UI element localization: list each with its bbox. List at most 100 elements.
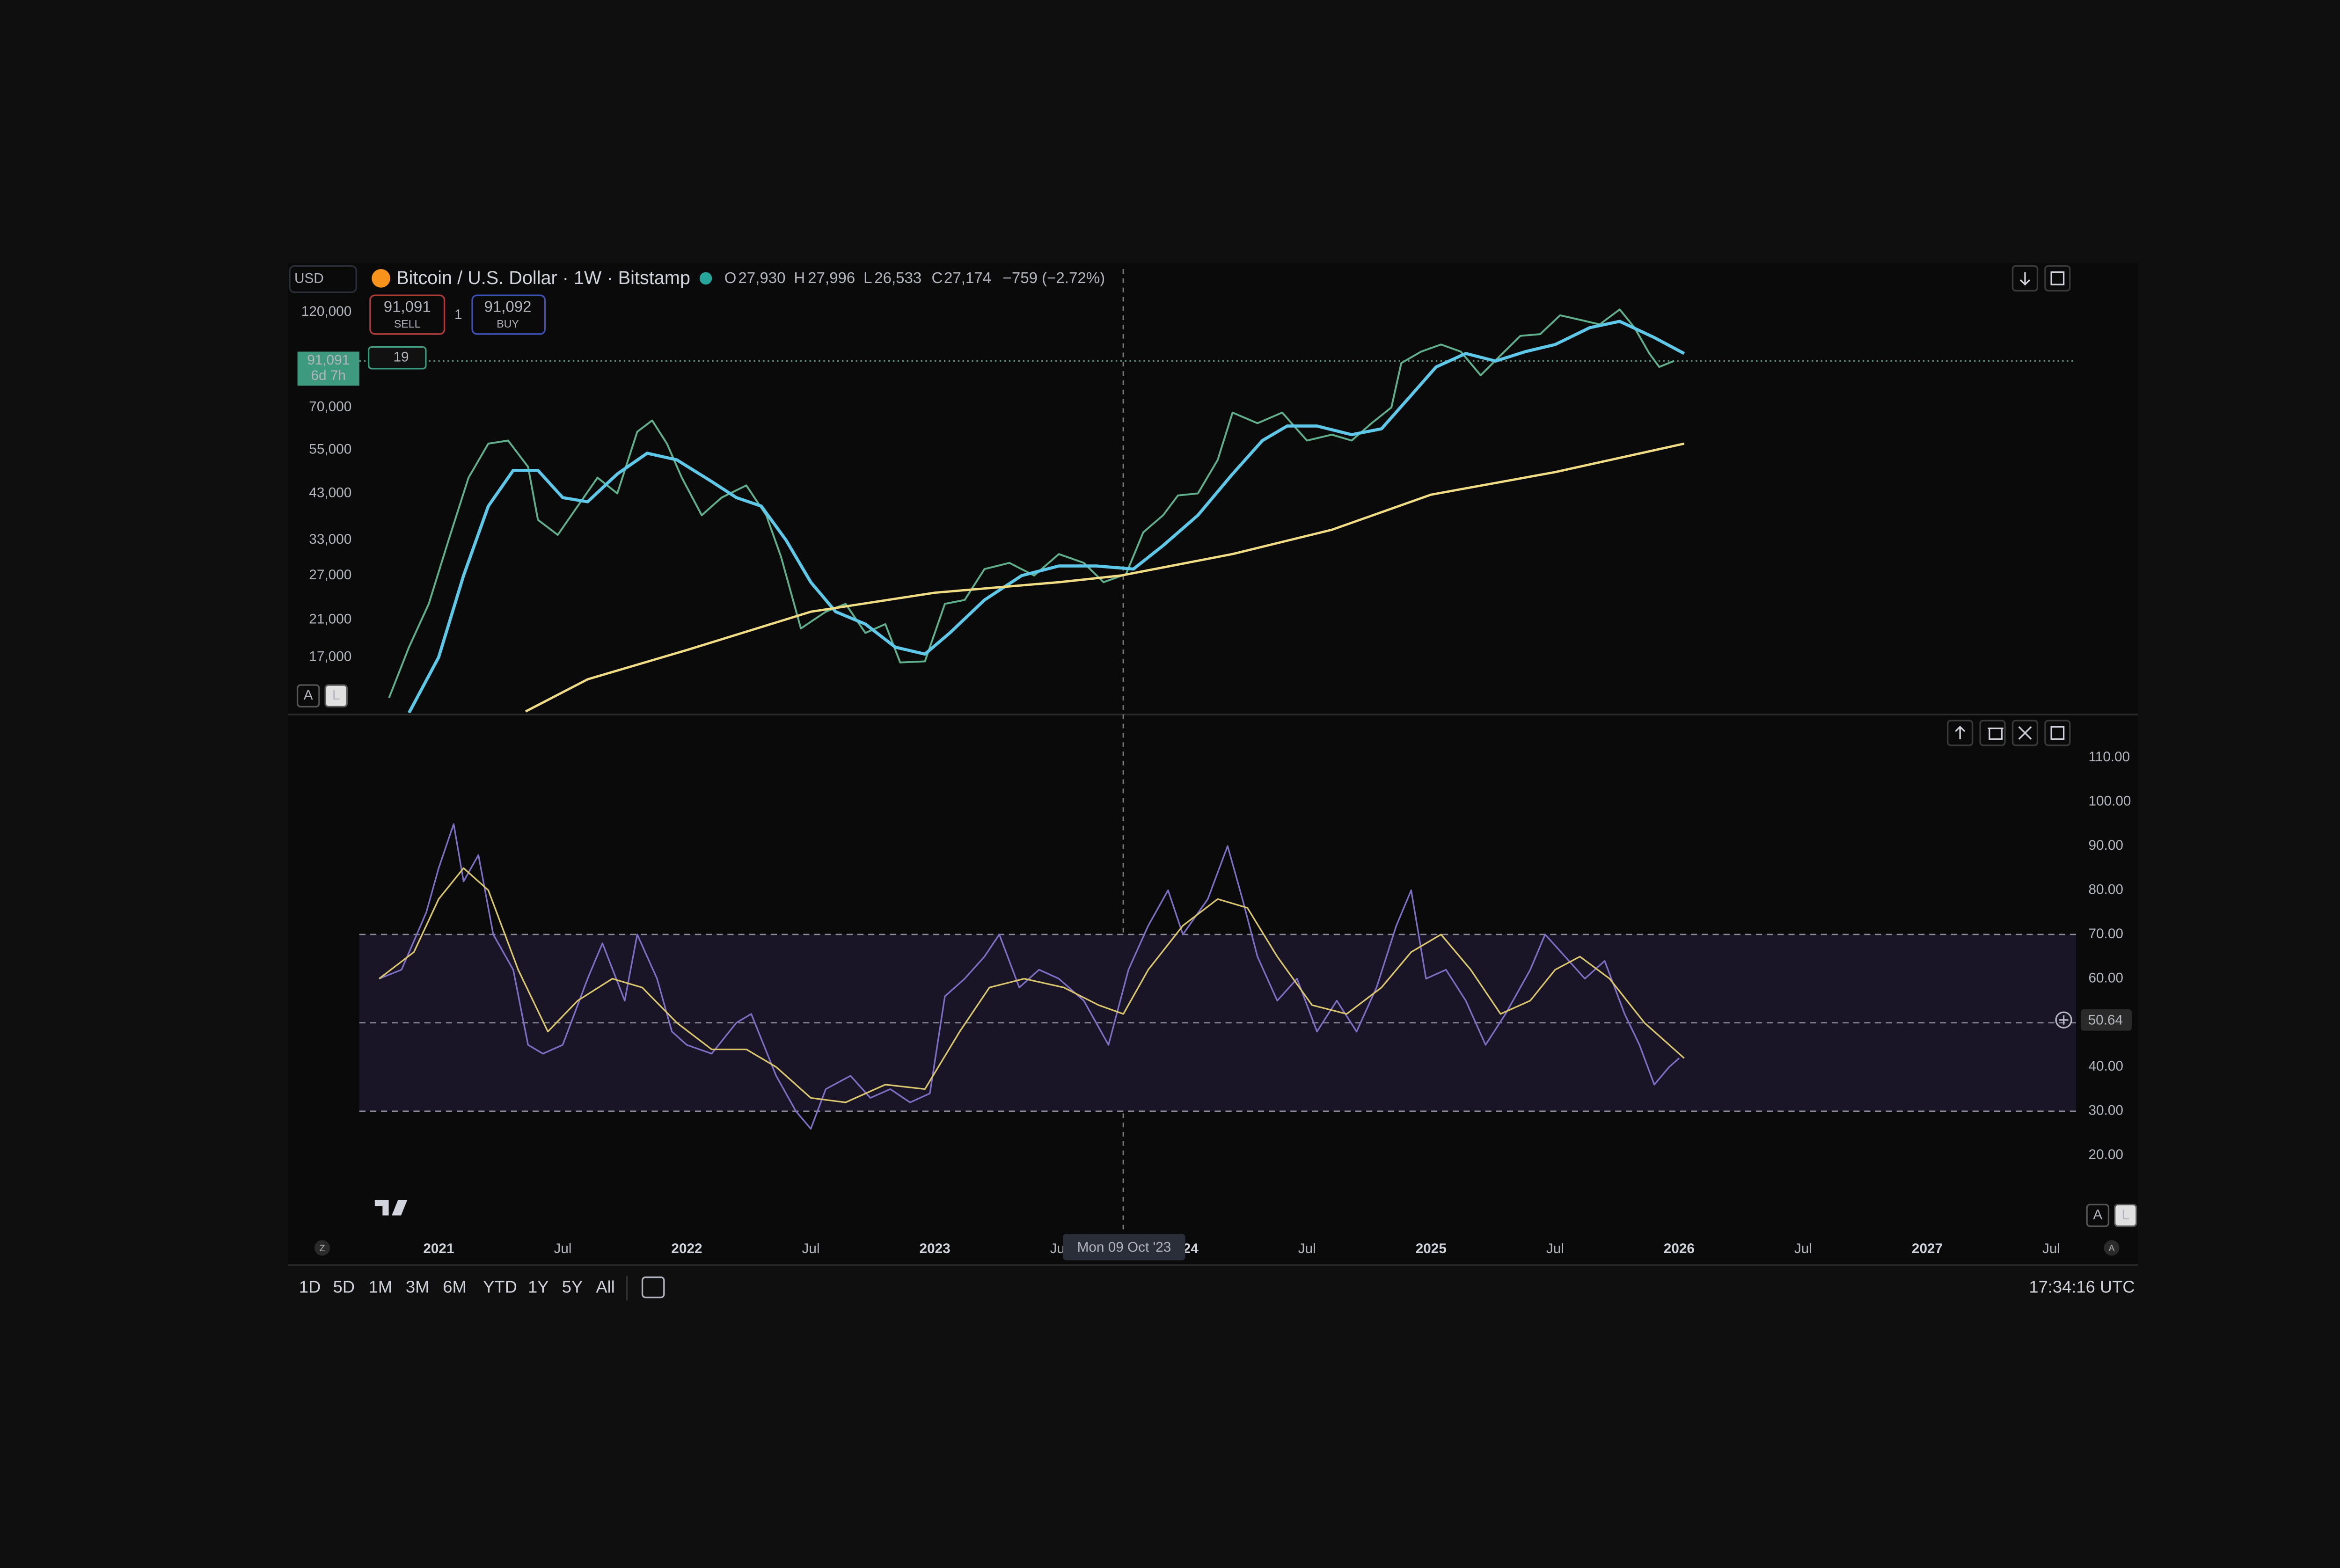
axis-button[interactable]: [2104, 1240, 2120, 1256]
x-tick-label: 2025: [1416, 1241, 1447, 1256]
current-value: 50.64: [2088, 1012, 2123, 1028]
series-line: [388, 308, 1675, 699]
x-tick-label: Jul: [1298, 1241, 1316, 1256]
axis-button-label: Z: [319, 1243, 325, 1254]
ohlc-label: C: [932, 270, 943, 287]
scale-button-label: L: [2122, 1207, 2130, 1222]
range-button[interactable]: All: [596, 1277, 614, 1296]
y-tick-label: 80.00: [2088, 882, 2123, 897]
y-tick-label: 70.00: [2088, 926, 2123, 941]
x-tick-label: Jul: [2042, 1241, 2060, 1256]
y-tick-label: 33,000: [309, 532, 351, 547]
market-status: [699, 272, 712, 285]
y-tick-label: 17,000: [309, 649, 351, 664]
sell-label: SELL: [394, 318, 421, 330]
series-line: [379, 867, 1685, 1103]
plus-icon: [2059, 1015, 2069, 1025]
last-price-label: 91,091: [307, 352, 350, 368]
price-plot: [359, 308, 2077, 713]
buy-price: 91,092: [484, 298, 532, 315]
axis-button[interactable]: [314, 1240, 330, 1256]
scale-button-label: L: [332, 687, 340, 703]
range-button[interactable]: 1D: [299, 1277, 321, 1296]
range-button[interactable]: 1Y: [528, 1277, 548, 1296]
x-tick-label: 2022: [671, 1241, 702, 1256]
y-tick-label: 21,000: [309, 612, 351, 627]
ohlc-value: 27,930: [738, 270, 785, 287]
ohlc-value: 27,996: [808, 270, 855, 287]
rsi-pane-buttons: [1947, 720, 2071, 746]
last-price-box: [297, 351, 359, 386]
x-tick-label: Jul: [1794, 1241, 1812, 1256]
range-button[interactable]: YTD: [483, 1277, 517, 1296]
move-up-button[interactable]: [1947, 720, 1974, 746]
y-tick-label: 110.00: [2088, 749, 2130, 765]
date-range-button[interactable]: [641, 1276, 665, 1298]
scale-button[interactable]: [2114, 1203, 2137, 1227]
countdown: 6d 7h: [311, 368, 345, 383]
y-tick-label: 90.00: [2088, 838, 2123, 853]
x-tick-label: Jul: [1546, 1241, 1564, 1256]
delete-button[interactable]: [1979, 720, 2006, 746]
icon: [2050, 271, 2065, 285]
buy-label: BUY: [497, 318, 519, 330]
ohlc-value: 27,174: [944, 270, 991, 287]
y-tick-label: 30.00: [2088, 1103, 2123, 1118]
icons: [1955, 725, 2065, 740]
range-button[interactable]: 6M: [443, 1277, 466, 1296]
range-button[interactable]: 5D: [333, 1277, 355, 1296]
x-tick-label: Jul: [554, 1241, 571, 1256]
indicator-toggle[interactable]: [367, 346, 427, 370]
y-tick-label: 20.00: [2088, 1147, 2123, 1162]
symbol-title: Bitcoin / U.S. Dollar · 1W · Bitstamp: [396, 268, 690, 288]
sell-price: 91,091: [384, 298, 431, 315]
collapse-button[interactable]: [2011, 720, 2039, 746]
sell-button[interactable]: [369, 294, 446, 335]
range-button[interactable]: 3M: [406, 1277, 429, 1296]
current-value-box: [2080, 1009, 2132, 1031]
labels: 120,000 70,000 55,000 43,000 33,000 27,000 21,…: [296, 304, 2137, 1256]
x-tick-label: 2023: [920, 1241, 951, 1256]
rsi-plot: [359, 823, 2077, 1130]
axis-button-label: A: [2108, 1243, 2115, 1254]
icon: [2019, 272, 2031, 286]
collapse-button[interactable]: [2011, 265, 2039, 292]
x-tick-label: Jul: [802, 1241, 820, 1256]
scale-button[interactable]: [324, 684, 348, 707]
x-tick-label: 2027: [1912, 1241, 1943, 1256]
currency-select[interactable]: [289, 265, 357, 293]
ohlc-value: 26,533: [874, 270, 921, 287]
buy-button[interactable]: [471, 294, 546, 335]
ohlc-label: H: [794, 270, 805, 287]
quantity: 1: [454, 307, 462, 322]
y-tick-label: 70,000: [309, 399, 351, 415]
series-line: [525, 442, 1685, 713]
rsi-lines: [379, 823, 1685, 1130]
y-tick-label: 60.00: [2088, 970, 2123, 985]
y-tick-label: 43,000: [309, 485, 351, 500]
scale-button[interactable]: [2086, 1203, 2110, 1227]
clock: 17:34:16 UTC: [2029, 1277, 2135, 1296]
ohlc-label: O: [724, 270, 737, 287]
range-button[interactable]: 1M: [369, 1277, 393, 1296]
price-pane: [288, 263, 2138, 715]
y-tick-label: 100.00: [2088, 794, 2131, 809]
series-line: [379, 823, 1680, 1130]
scale-button-label: A: [2093, 1207, 2102, 1222]
y-tick-label: 40.00: [2088, 1058, 2123, 1074]
y-tick-label: 120,000: [301, 304, 351, 319]
currency: USD: [294, 270, 324, 286]
maximize-button[interactable]: [2044, 720, 2071, 746]
ohlc-label: L: [863, 270, 872, 287]
indicator-count: 19: [393, 350, 409, 365]
change: −759 (−2.72%): [1003, 270, 1105, 287]
maximize-button[interactable]: [2044, 265, 2071, 292]
range-button[interactable]: 5Y: [562, 1277, 583, 1296]
scale-button[interactable]: [296, 684, 320, 707]
y-tick-label: 55,000: [309, 441, 351, 457]
crosshair-label-box: [1063, 1234, 1185, 1261]
scale-button-label: A: [304, 687, 313, 703]
add-alert-button[interactable]: [2055, 1011, 2072, 1028]
